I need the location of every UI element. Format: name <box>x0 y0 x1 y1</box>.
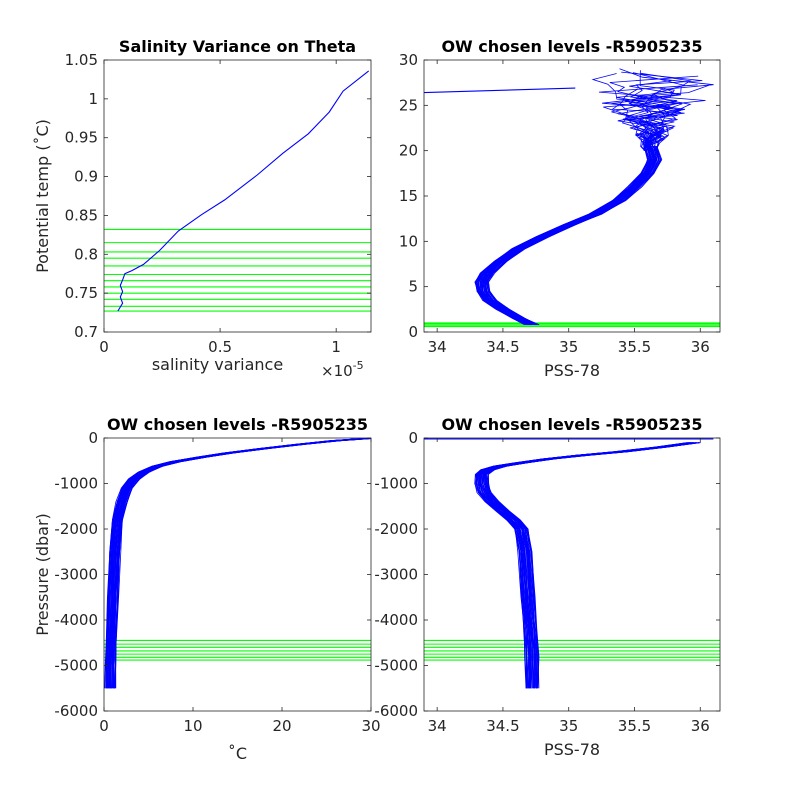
x-exponent-power: -5 <box>353 359 364 372</box>
profile-line <box>645 137 652 151</box>
series-line <box>117 70 370 312</box>
x-exponent: ×10-5 <box>321 359 364 380</box>
y-tick-label: 0 <box>408 323 418 341</box>
y-tick-label: 0 <box>408 429 418 447</box>
profile-line <box>640 123 665 151</box>
y-tick-label: 0.75 <box>65 284 98 302</box>
x-tick-label: 36 <box>691 717 710 735</box>
x-tick-label: 0.5 <box>208 338 232 356</box>
y-tick-label: -3000 <box>374 566 418 584</box>
y-tick-label: -4000 <box>54 611 98 629</box>
x-tick-label: 0 <box>99 717 109 735</box>
profile-line <box>628 72 692 151</box>
x-tick-label: 34.5 <box>486 717 519 735</box>
profile-line <box>591 73 676 151</box>
profile-line <box>114 438 371 689</box>
chart-title: Salinity Variance on Theta <box>119 37 356 56</box>
chart-title: OW chosen levels -R5905235 <box>107 415 368 434</box>
y-tick-label: -6000 <box>374 702 418 720</box>
x-tick-label: 34 <box>428 717 447 735</box>
profile-line <box>646 143 650 151</box>
x-tick-label: 20 <box>272 717 291 735</box>
x-tick-label: 10 <box>183 717 202 735</box>
profile-line <box>625 102 682 151</box>
x-tick-label: 36 <box>691 338 710 356</box>
profile-line <box>487 145 663 326</box>
chart-panel-3: 0 10 20 30 -6000 -5000 -4000 -3000 -2000 -1000 0 OW… <box>33 415 381 763</box>
y-tick-label: 30 <box>399 51 418 69</box>
axes-box <box>103 59 372 333</box>
chart-title: OW chosen levels -R5905235 <box>441 415 702 434</box>
profile-line <box>626 70 678 151</box>
plot-area <box>104 60 371 332</box>
y-tick-label: 0.7 <box>74 323 98 341</box>
x-tick-label: 35.5 <box>618 717 651 735</box>
profile-line <box>487 442 701 689</box>
plot-area <box>424 438 720 711</box>
x-axis-label: salinity variance <box>152 355 283 374</box>
y-tick-label: -6000 <box>54 702 98 720</box>
x-tick-label: 35 <box>559 717 578 735</box>
profile-line <box>488 145 662 326</box>
chart-panel-2: 34 34.5 35 35.5 36 0 5 10 15 20 25 30 OW chosen leve… <box>399 37 721 380</box>
chart-panel-4: 34 34.5 35 35.5 36 -6000 -5000 -4000 -3000 -2000 -… <box>374 415 721 759</box>
x-tick-label: 34.5 <box>486 338 519 356</box>
y-axis-label: Pressure (dbar) <box>33 513 52 636</box>
y-tick-label: 0.8 <box>74 245 98 263</box>
x-tick-label: 35 <box>559 338 578 356</box>
chart-panel-1: 0 0.5 1 0.7 0.75 0.8 0.85 0.9 0.95 1 1.05 Salinity … <box>33 37 372 380</box>
y-tick-label: 1.05 <box>65 51 98 69</box>
y-tick-label: -1000 <box>374 475 418 493</box>
y-tick-label: 0.95 <box>65 129 98 147</box>
y-tick-label: -2000 <box>54 520 98 538</box>
y-tick-label: 25 <box>399 96 418 114</box>
x-axis-label: PSS-78 <box>544 740 600 759</box>
y-tick-label: 15 <box>399 187 418 205</box>
y-tick-label: -2000 <box>374 520 418 538</box>
profile-line <box>625 94 681 151</box>
y-tick-label: -1000 <box>54 475 98 493</box>
plot-area <box>104 438 371 711</box>
y-tick-label: 10 <box>399 232 418 250</box>
chart-title: OW chosen levels -R5905235 <box>441 37 702 56</box>
y-tick-label: 5 <box>408 278 418 296</box>
x-tick-label: 0 <box>99 338 109 356</box>
plot-content <box>424 438 720 689</box>
y-tick-label: 1 <box>88 90 98 108</box>
y-tick-label: -3000 <box>54 566 98 584</box>
profile-line <box>598 84 706 151</box>
y-tick-label: -5000 <box>54 657 98 675</box>
y-tick-label: 0.9 <box>74 168 98 186</box>
profile-line <box>640 139 646 151</box>
x-tick-label: 1 <box>331 338 341 356</box>
plot-content <box>424 68 720 328</box>
profile-line <box>635 128 654 151</box>
x-axis-label: PSS-78 <box>544 361 600 380</box>
plot-content <box>104 70 371 312</box>
y-tick-label: 20 <box>399 142 418 160</box>
y-tick-label: 0.85 <box>65 206 98 224</box>
x-tick-label: 35.5 <box>618 338 651 356</box>
series-line <box>424 87 576 94</box>
x-exponent-base: ×10 <box>321 362 353 380</box>
y-tick-label: -5000 <box>374 657 418 675</box>
plot-content <box>104 438 371 689</box>
y-axis-label: Potential temp (˚C) <box>33 119 52 273</box>
profile-line <box>611 88 685 151</box>
x-tick-label: 34 <box>428 338 447 356</box>
y-tick-label: -4000 <box>374 611 418 629</box>
x-tick-label: 30 <box>361 717 380 735</box>
x-axis-label: ˚C <box>228 744 247 763</box>
y-tick-label: 0 <box>88 429 98 447</box>
